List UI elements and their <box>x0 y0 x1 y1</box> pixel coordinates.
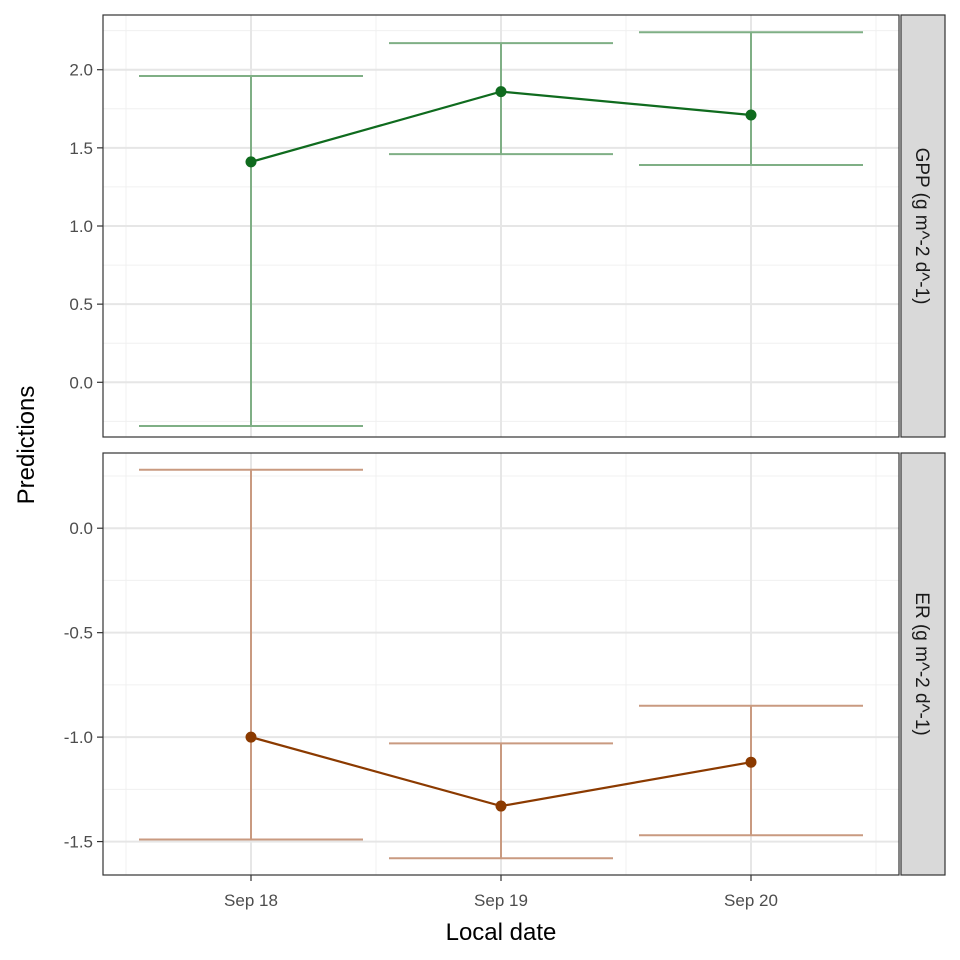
errorbar <box>639 31 863 167</box>
errorbar <box>139 74 363 428</box>
y-tick-label: 2.0 <box>69 61 93 80</box>
y-tick-label: -0.5 <box>64 624 93 643</box>
errorbar <box>639 704 863 837</box>
x-axis-title: Local date <box>446 919 557 946</box>
panel-border <box>102 14 900 438</box>
data-point <box>745 109 757 121</box>
y-tick-label: 0.5 <box>69 295 93 314</box>
x-tick-label: Sep 19 <box>474 891 528 910</box>
x-tick-label: Sep 20 <box>724 891 778 910</box>
y-tick-label: -1.5 <box>64 833 93 852</box>
y-tick-label: -1.0 <box>64 728 93 747</box>
panel-0: 0.0 0.5 1.0 1.5 2.0 GPP (g m^-2 d^-1) <box>69 14 946 438</box>
y-tick-label: 0.0 <box>69 373 93 392</box>
errorbar <box>139 468 363 841</box>
x-axis: Sep 18 Sep 19 Sep 20 <box>224 875 778 910</box>
y-tick-label: 1.0 <box>69 217 93 236</box>
data-point <box>245 731 257 743</box>
data-point <box>495 86 507 98</box>
x-tick-label: Sep 18 <box>224 891 278 910</box>
y-axis-title: Predictions <box>13 386 40 505</box>
data-point <box>495 800 507 812</box>
y-tick-label: 0.0 <box>69 519 93 538</box>
facet-strip <box>900 452 946 876</box>
facet-strip <box>900 14 946 438</box>
facet-strip-label: GPP (g m^-2 d^-1) <box>911 148 932 305</box>
data-point <box>745 756 757 768</box>
panel-1: -1.5 -1.0 -0.5 0.0 ER (g m^-2 d^-1) <box>64 452 946 876</box>
y-tick-label: 1.5 <box>69 139 93 158</box>
errorbar <box>389 42 613 156</box>
facet-strip-label: ER (g m^-2 d^-1) <box>911 592 932 735</box>
data-point <box>245 156 257 168</box>
panels-layer: 0.0 0.5 1.0 1.5 2.0 GPP (g m^-2 d^-1) -1.5 -1.0… <box>64 14 946 876</box>
